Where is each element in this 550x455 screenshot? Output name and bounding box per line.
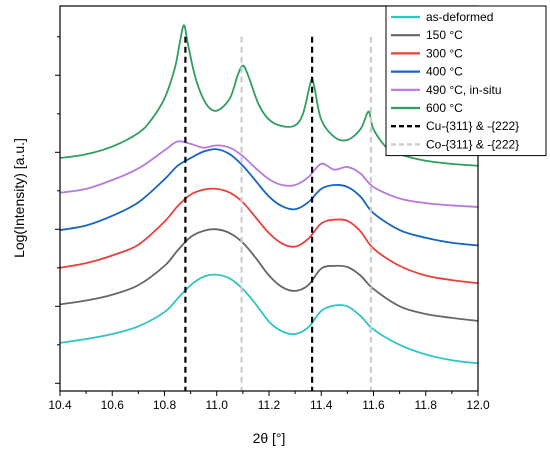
series-line-5: [59, 24, 479, 167]
x-tick-label-3: 11.0: [206, 398, 229, 412]
y-axis-ticks: [55, 36, 60, 384]
series-line-3: [59, 148, 479, 247]
reference-lines-layer: [184, 36, 372, 391]
legend-label-3: 400 °C: [426, 65, 463, 79]
series-line-1: [59, 228, 479, 322]
x-axis-title: 2θ [°]: [253, 430, 286, 446]
x-tick-label-1: 10.6: [101, 398, 125, 412]
x-tick-label-5: 11.4: [310, 398, 333, 412]
legend-label-4: 490 °C, in-situ: [426, 83, 502, 97]
y-axis-title: Log(Intensity) [a.u.]: [11, 138, 27, 258]
legend-label-1: 150 °C: [426, 28, 463, 42]
legend-label-5: 600 °C: [426, 101, 463, 115]
x-tick-label-2: 10.8: [153, 398, 177, 412]
x-tick-label-8: 12.0: [466, 398, 490, 412]
legend: as-deformed 150 °C 300 °C 400 °C 490 °C, in-…: [385, 5, 547, 157]
x-tick-label-4: 11.2: [258, 398, 281, 412]
series-line-4: [59, 140, 479, 208]
curves-layer: [59, 24, 479, 365]
x-axis-ticks: 10.4 10.6 10.8 11.0 11.2 11.4 11.6 11.8 12.0: [48, 391, 490, 412]
legend-label-0: as-deformed: [426, 10, 493, 24]
x-tick-label-6: 11.6: [362, 398, 385, 412]
series-line-0: [59, 273, 479, 365]
legend-box: [385, 5, 547, 157]
x-tick-label-7: 11.8: [415, 398, 438, 412]
legend-label-2: 300 °C: [426, 46, 463, 60]
legend-label-7: Co-{311} & -{222}: [426, 137, 519, 151]
series-line-2: [59, 187, 479, 285]
x-tick-label-0: 10.4: [48, 398, 72, 412]
legend-label-6: Cu-{311} & -{222}: [426, 119, 519, 133]
